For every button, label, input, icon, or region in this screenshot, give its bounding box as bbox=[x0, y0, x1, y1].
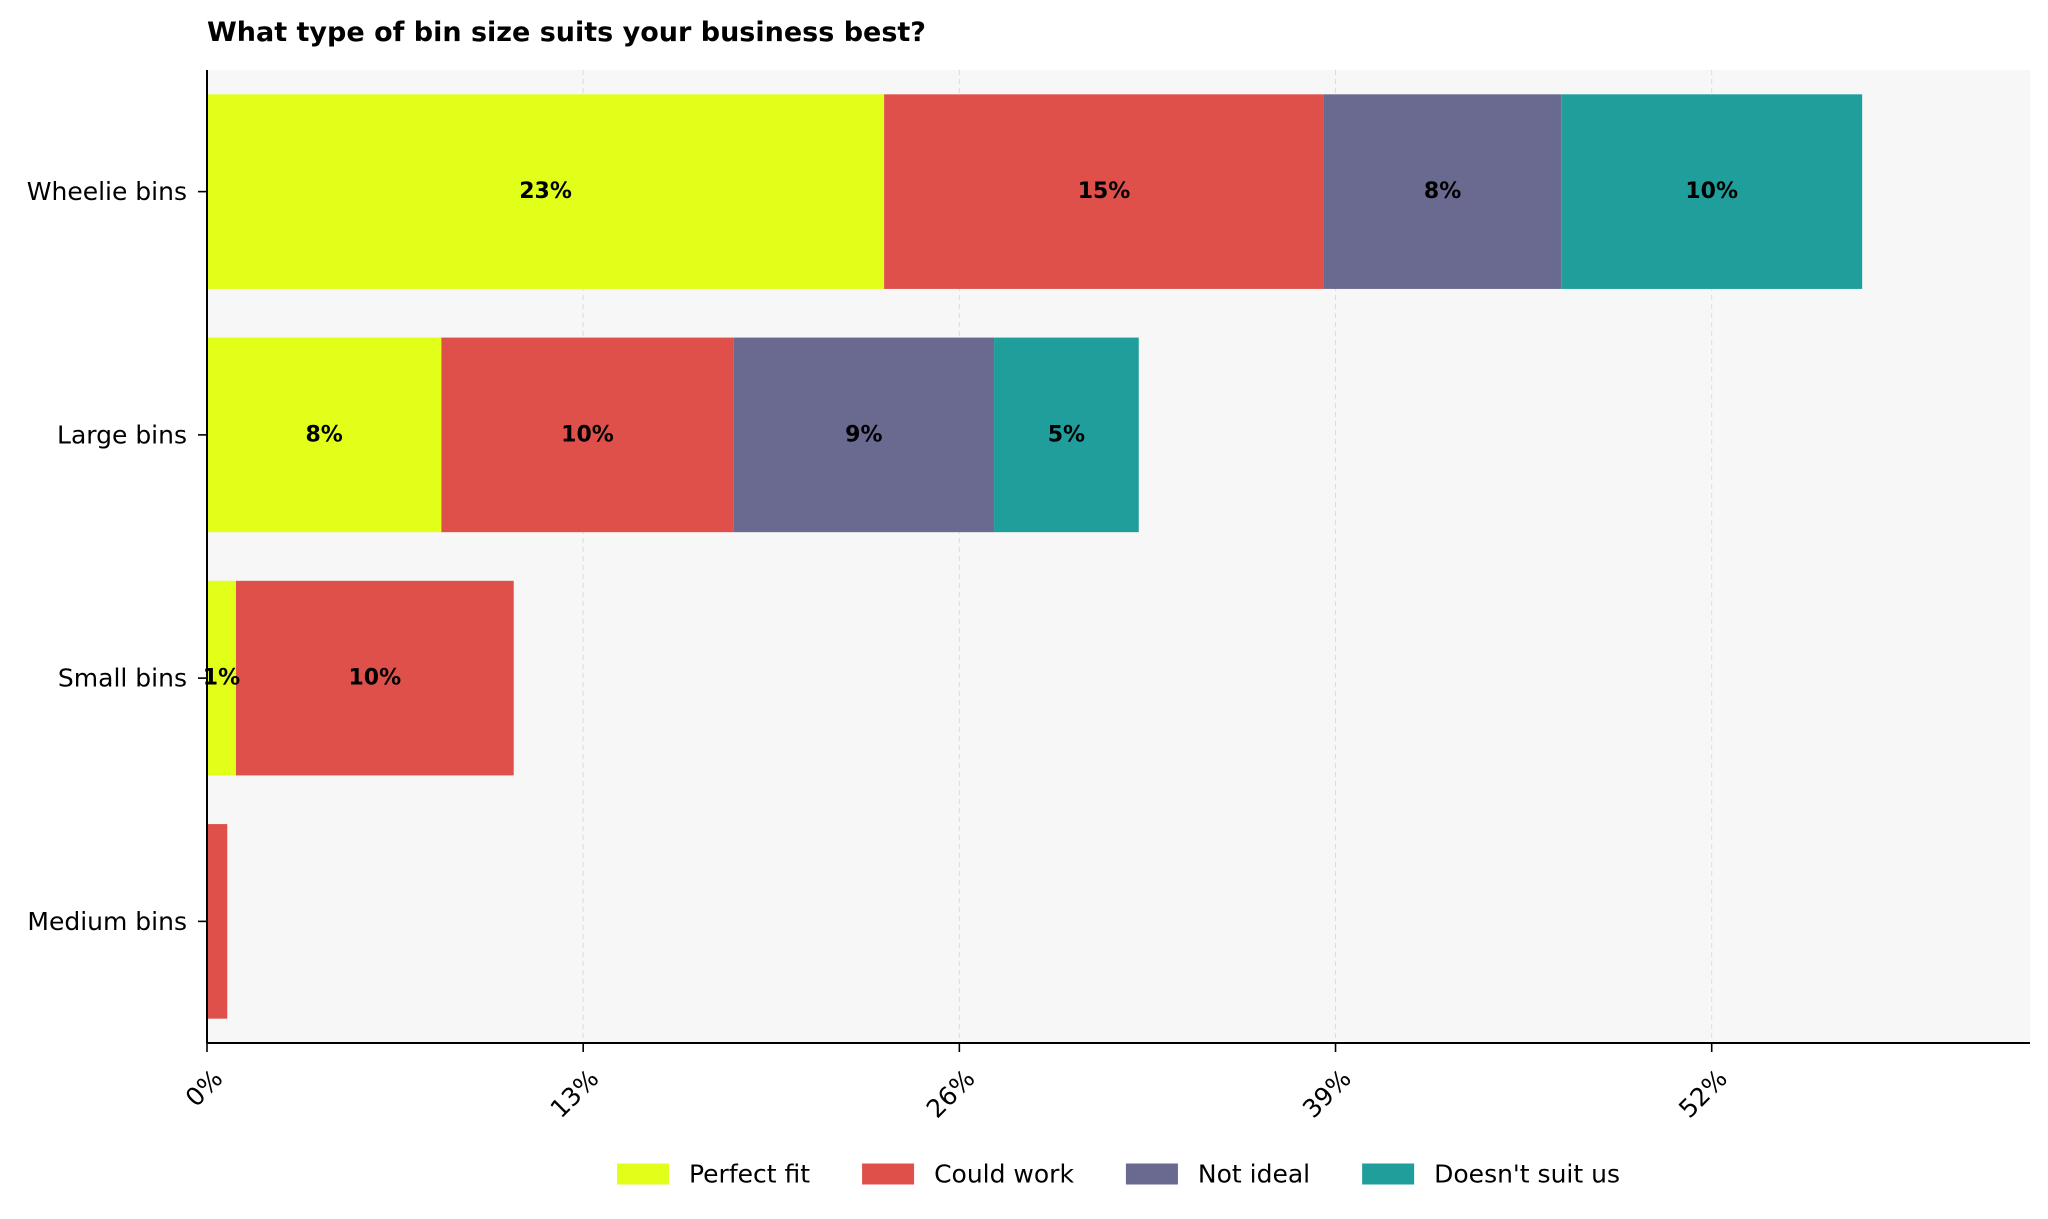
legend-label: Could work bbox=[934, 1160, 1074, 1189]
legend-swatch bbox=[862, 1163, 915, 1185]
chart-title: What type of bin size suits your busines… bbox=[207, 17, 926, 48]
axes bbox=[206, 70, 2030, 1044]
x-axis-ticks: 0% 13% 26% 39% 52% bbox=[180, 1043, 1733, 1124]
bar-value-label: 8% bbox=[306, 422, 343, 447]
bar-segment bbox=[733, 337, 995, 533]
bar-value-label: 5% bbox=[1048, 422, 1085, 447]
bar-value-label: 10% bbox=[561, 422, 614, 447]
y-tick-label: Wheelie bins bbox=[27, 177, 187, 206]
bar-value-label: 10% bbox=[348, 666, 401, 691]
bars bbox=[207, 94, 1863, 1019]
bar-segment bbox=[884, 94, 1324, 289]
bar-segment bbox=[235, 580, 514, 776]
bar-segment bbox=[994, 337, 1139, 533]
legend-swatch bbox=[1362, 1163, 1415, 1185]
y-tick-label: Medium bins bbox=[27, 907, 187, 936]
y-tick-label: Small bins bbox=[58, 664, 187, 693]
bar-segment bbox=[207, 94, 885, 289]
legend-label: Not ideal bbox=[1198, 1160, 1310, 1189]
x-tick-label: 13% bbox=[545, 1064, 605, 1124]
bar-value-label: 8% bbox=[1424, 179, 1461, 204]
legend-item: Doesn't suit us bbox=[1362, 1160, 1620, 1189]
legend-swatch bbox=[616, 1163, 669, 1185]
x-tick-label: 0% bbox=[180, 1064, 229, 1113]
y-tick-label: Large bins bbox=[57, 420, 187, 449]
bar-segment bbox=[207, 337, 442, 533]
legend-label: Perfect fit bbox=[689, 1160, 810, 1189]
segment-labels: 23% 15% 8% 10% 8% 10% 9% 5% 1% 10% bbox=[203, 179, 1738, 691]
legend-label: Doesn't suit us bbox=[1434, 1160, 1620, 1189]
legend-item: Perfect fit bbox=[616, 1160, 810, 1189]
bar-segment bbox=[1561, 94, 1863, 289]
legend-item: Not ideal bbox=[1125, 1160, 1310, 1189]
bar-value-label: 10% bbox=[1685, 179, 1738, 204]
legend-item: Could work bbox=[862, 1160, 1074, 1189]
y-axis-ticks: Wheelie bins Large bins Small bins Medium b… bbox=[27, 177, 207, 936]
bar-segment bbox=[441, 337, 734, 533]
bar-value-label: 9% bbox=[845, 422, 882, 447]
bar-segment bbox=[1323, 94, 1562, 289]
bar-segment bbox=[207, 580, 236, 776]
x-tick-label: 39% bbox=[1297, 1064, 1357, 1124]
bar-value-label: 15% bbox=[1078, 179, 1131, 204]
bar-value-label: 23% bbox=[519, 179, 572, 204]
legend: Perfect fit Could work Not ideal Doesn't su… bbox=[616, 1160, 1620, 1189]
x-tick-label: 26% bbox=[921, 1064, 981, 1124]
bar-segment bbox=[207, 824, 228, 1019]
bar-value-label: 1% bbox=[203, 666, 240, 691]
x-tick-label: 52% bbox=[1673, 1064, 1733, 1124]
legend-swatch bbox=[1125, 1163, 1178, 1185]
